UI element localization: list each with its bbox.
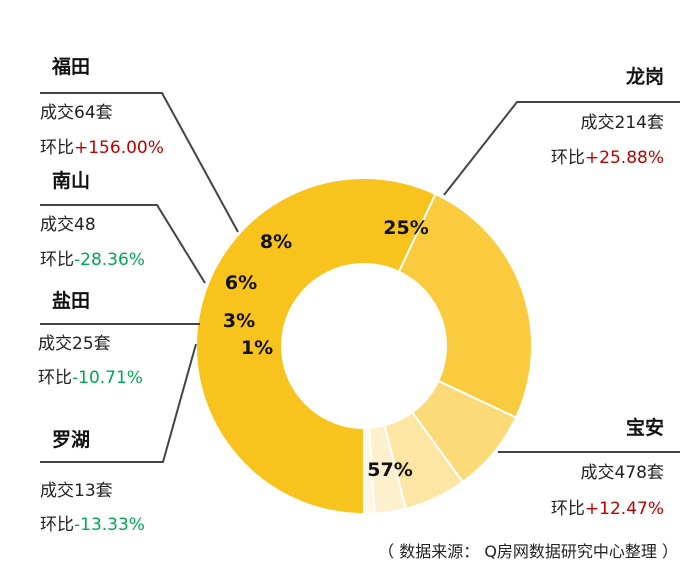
slice-longgang (397, 192, 533, 419)
change-label-nanshan: 环比 (40, 250, 74, 270)
district-change-futian: 环比+156.00% (40, 138, 164, 158)
leader-line-nanshan (40, 204, 206, 284)
percent-label-luohu: 1% (241, 337, 273, 359)
percent-label-nanshan: 6% (225, 272, 257, 294)
leader-line-longgang (443, 101, 680, 196)
percent-labels: 57% 25% 8%6% 3% 1% (223, 217, 429, 481)
district-change-luohu: 环比-13.33% (40, 515, 145, 535)
district-change-baoan: 环比+12.47% (551, 499, 664, 519)
slice-baoan (195, 177, 437, 516)
percent-label-baoan: 57% (367, 459, 412, 481)
district-change-yantian: 环比-10.71% (38, 368, 143, 388)
leader-line-luohu (40, 343, 197, 463)
district-change-longgang: 环比+25.88% (551, 148, 664, 168)
change-value-baoan: +12.47% (585, 499, 664, 519)
district-name-luohu: 罗湖 (52, 429, 90, 451)
district-deals-nanshan: 成交48 (40, 215, 96, 235)
change-label-luohu: 环比 (40, 515, 74, 535)
change-label-baoan: 环比 (551, 499, 585, 519)
district-deals-yantian: 成交25套 (38, 334, 111, 354)
change-value-yantian: -10.71% (72, 368, 143, 388)
leader-line-futian (40, 92, 239, 233)
district-deals-luohu: 成交13套 (40, 481, 113, 501)
change-label-futian: 环比 (40, 138, 74, 158)
district-name-baoan: 宝安 (626, 416, 664, 439)
change-label-longgang: 环比 (551, 148, 585, 168)
donut-slices (195, 177, 533, 516)
change-value-luohu: -13.33% (74, 515, 145, 535)
district-deals-baoan: 成交478套 (581, 463, 664, 483)
slice-luohu (363, 426, 376, 516)
district-name-nanshan: 南山 (52, 170, 90, 192)
change-label-yantian: 环比 (38, 368, 72, 388)
change-value-nanshan: -28.36% (74, 250, 145, 270)
percent-label-yantian: 3% (223, 310, 255, 332)
district-deals-futian: 成交64套 (40, 103, 113, 123)
change-value-longgang: +25.88% (585, 148, 664, 168)
district-name-yantian: 盐田 (52, 289, 90, 312)
percent-label-longgang: 25% (383, 217, 428, 239)
change-value-futian: +156.00% (74, 138, 164, 158)
leader-lines (40, 92, 680, 463)
source-note: （ 数据来源： Q房网数据研究中心整理 ） (378, 542, 678, 561)
percent-label-futian: 8% (260, 231, 292, 253)
district-name-futian: 福田 (51, 55, 90, 78)
district-name-longgang: 龙岗 (626, 65, 664, 88)
callouts: 宝安成交478套环比+12.47%龙岗成交214套环比+25.88%福田成交64… (38, 55, 664, 535)
district-deals-longgang: 成交214套 (581, 113, 664, 133)
district-change-nanshan: 环比-28.36% (40, 250, 145, 270)
